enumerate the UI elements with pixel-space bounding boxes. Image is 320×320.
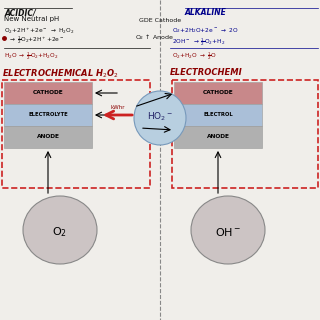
Text: ACIDIC/: ACIDIC/ — [4, 8, 36, 17]
Text: GDE Cathode: GDE Cathode — [139, 18, 181, 23]
Text: ELECTROCHEMI: ELECTROCHEMI — [170, 68, 243, 77]
Text: O$_2$+2H$^+$+2e$^-$ $\rightarrow$ H$_2$O$_2$: O$_2$+2H$^+$+2e$^-$ $\rightarrow$ H$_2$O… — [4, 26, 74, 36]
Bar — [174, 126, 262, 148]
Ellipse shape — [23, 196, 97, 264]
Text: O$_2$$\uparrow$ Anode: O$_2$$\uparrow$ Anode — [135, 32, 175, 42]
Text: New Neutral pH: New Neutral pH — [4, 16, 59, 22]
Text: OH$^-$: OH$^-$ — [215, 226, 241, 238]
Ellipse shape — [134, 91, 186, 145]
Text: H$_2$O $\rightarrow$ $\frac{1}{2}$O$_2$+H$_2$O$_2$: H$_2$O $\rightarrow$ $\frac{1}{2}$O$_2$+… — [4, 50, 59, 62]
Text: 2OH$^-$ $\rightarrow$ $\frac{1}{2}$O$_2$+H$_2$: 2OH$^-$ $\rightarrow$ $\frac{1}{2}$O$_2$… — [172, 36, 225, 48]
Bar — [4, 82, 92, 104]
Text: ELECTROL: ELECTROL — [203, 113, 233, 117]
Text: CATHODE: CATHODE — [33, 91, 63, 95]
Text: ELECTROCHEMICAL H$_2$O$_2$: ELECTROCHEMICAL H$_2$O$_2$ — [2, 68, 119, 81]
Text: CATHODE: CATHODE — [203, 91, 233, 95]
Bar — [174, 104, 262, 126]
Text: $\rightarrow$ $\frac{1}{2}$O$_2$+2H$^+$+2e$^-$: $\rightarrow$ $\frac{1}{2}$O$_2$+2H$^+$+… — [8, 34, 64, 46]
Text: O$_2$: O$_2$ — [52, 225, 68, 239]
Text: ANODE: ANODE — [36, 134, 60, 140]
Bar — [4, 126, 92, 148]
Text: ALKALINE: ALKALINE — [185, 8, 227, 17]
Ellipse shape — [191, 196, 265, 264]
Text: ELECTROLYTE: ELECTROLYTE — [28, 113, 68, 117]
Text: kWhr: kWhr — [111, 105, 125, 110]
Bar — [174, 82, 262, 104]
Text: HO$_2$$^-$: HO$_2$$^-$ — [147, 111, 173, 123]
Text: O$_2$+H$_2$O $\rightarrow$ $\frac{1}{2}$O: O$_2$+H$_2$O $\rightarrow$ $\frac{1}{2}$… — [172, 50, 217, 62]
Text: O$_2$+2H$_2$O+2e$^-$ $\rightarrow$ 2O: O$_2$+2H$_2$O+2e$^-$ $\rightarrow$ 2O — [172, 26, 238, 35]
Bar — [4, 104, 92, 126]
Text: ANODE: ANODE — [206, 134, 229, 140]
